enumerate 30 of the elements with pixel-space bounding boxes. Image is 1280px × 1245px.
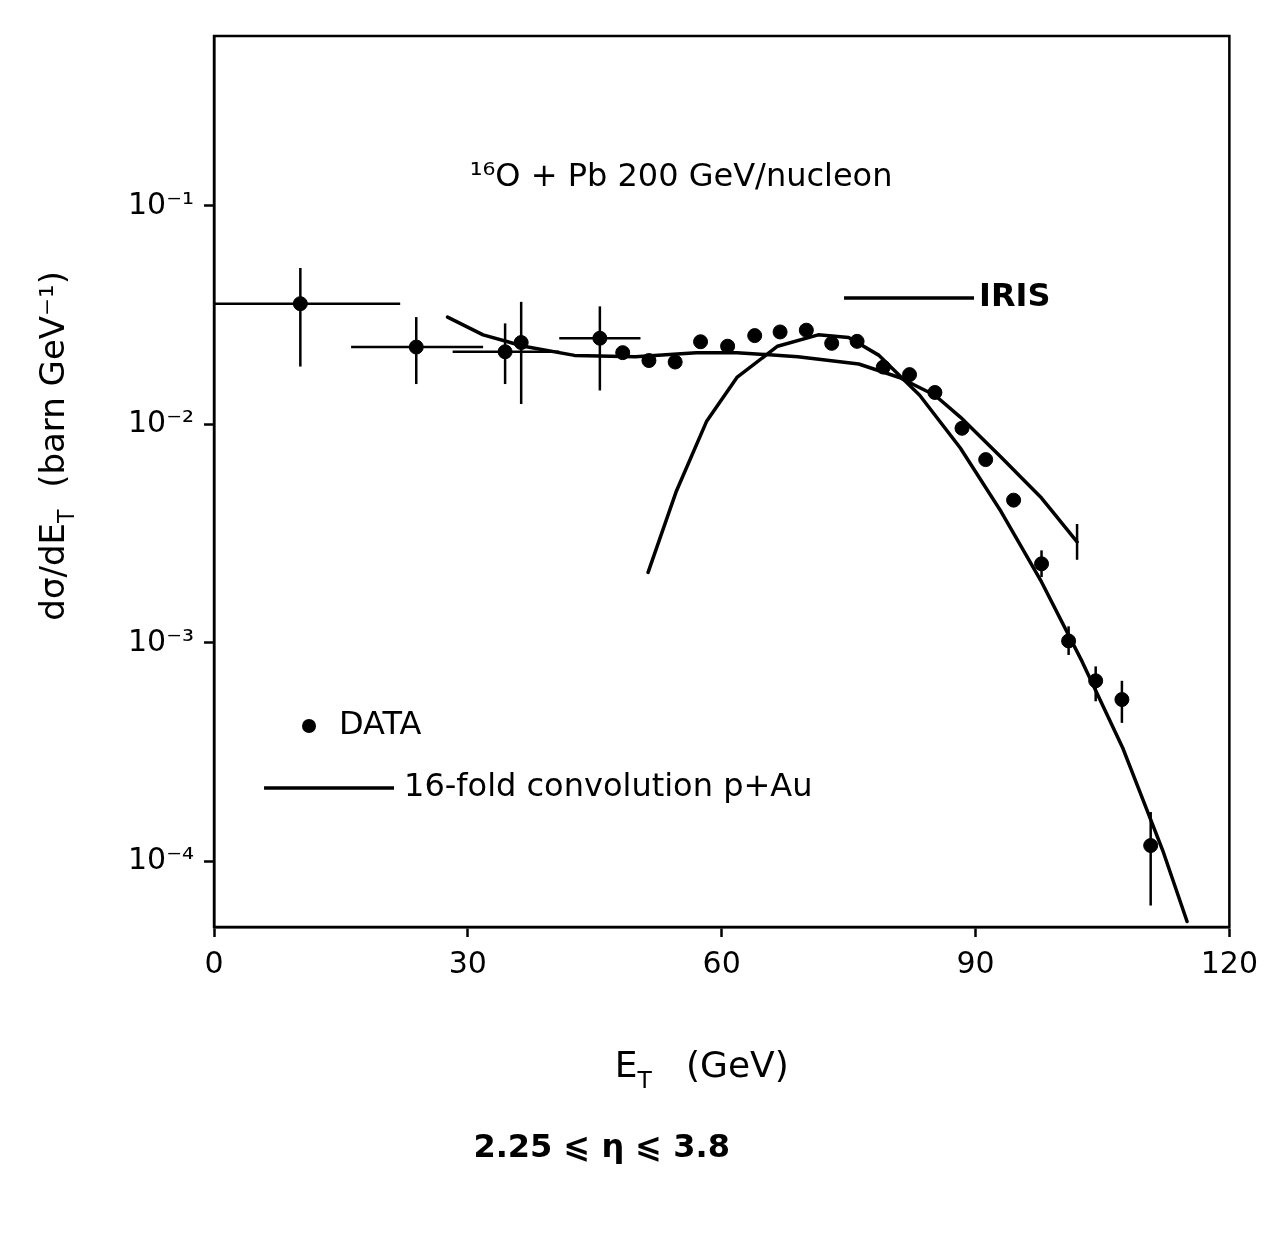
- x-tick-label: 0: [204, 944, 224, 980]
- point: [747, 328, 763, 344]
- point: [875, 359, 891, 375]
- y-tick-label: 10⁻²: [127, 404, 195, 440]
- x-tick-label: 60: [702, 944, 741, 980]
- point: [1006, 492, 1022, 508]
- point: [824, 335, 840, 351]
- y-tick-label: 10⁻¹: [127, 185, 195, 221]
- point: [693, 334, 709, 350]
- x-tick-label: 120: [1200, 944, 1258, 980]
- point: [954, 420, 970, 436]
- y-tick-label: 10⁻³: [127, 622, 195, 658]
- y-axis-title: dσ/dET (barn GeV⁻¹): [32, 271, 80, 621]
- x-tick-label: 30: [448, 944, 487, 980]
- point: [615, 345, 631, 361]
- point: [902, 367, 918, 383]
- text: ¹⁶O + Pb 200 GeV/nucleon: [469, 156, 893, 194]
- point: [927, 384, 943, 400]
- point: [849, 333, 865, 349]
- point: [641, 353, 657, 369]
- point: [772, 324, 788, 340]
- legend-label: 16-fold convolution p+Au: [404, 766, 813, 805]
- x-tick-label: 90: [956, 944, 995, 980]
- point: [798, 322, 814, 338]
- point: [667, 354, 683, 370]
- text: 2.25 ⩽ η ⩽ 3.8: [473, 1127, 731, 1165]
- point: [978, 452, 994, 468]
- legend-label: DATA: [339, 704, 422, 743]
- y-tick-label: 10⁻⁴: [127, 841, 195, 877]
- legend-label: IRIS: [979, 276, 1051, 315]
